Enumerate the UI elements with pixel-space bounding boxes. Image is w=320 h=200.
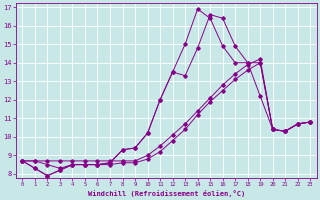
X-axis label: Windchill (Refroidissement éolien,°C): Windchill (Refroidissement éolien,°C) xyxy=(88,190,245,197)
